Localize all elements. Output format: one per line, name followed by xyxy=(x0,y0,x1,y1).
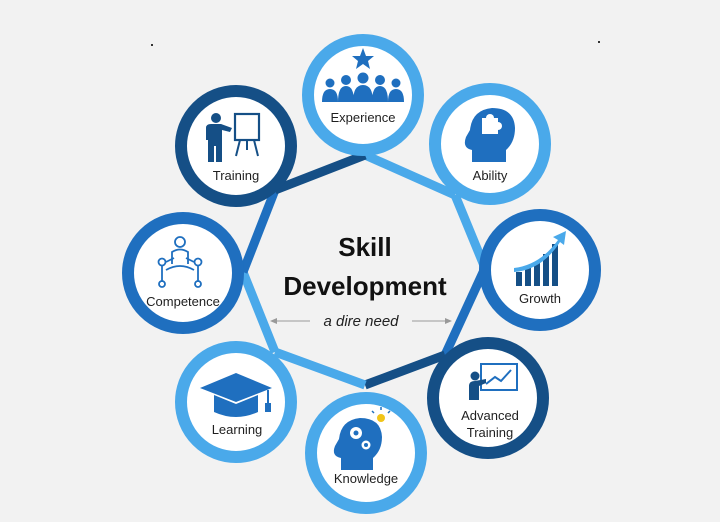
connector-training-experience xyxy=(273,150,367,195)
node-experience: Experience xyxy=(302,34,424,156)
stray-dot-left xyxy=(151,44,153,46)
node-learning: Learning xyxy=(175,341,297,463)
connector-growth-advanced xyxy=(440,266,490,357)
meditation-network-icon xyxy=(157,236,203,288)
label-knowledge: Knowledge xyxy=(334,471,398,486)
trainer-flipchart-icon xyxy=(206,112,261,162)
connector-knowledge-learning xyxy=(273,347,367,390)
label-growth: Growth xyxy=(519,291,561,306)
center-title-line1: Skill xyxy=(338,232,391,262)
label-experience: Experience xyxy=(330,110,395,125)
connector-experience-ability xyxy=(363,150,457,200)
node-growth: Growth xyxy=(479,209,601,331)
arrow-right-head xyxy=(445,318,452,324)
connector-learning-competence xyxy=(238,270,280,354)
growth-chart-icon xyxy=(514,231,566,286)
label-ability: Ability xyxy=(473,168,508,183)
arrow-left-head xyxy=(270,318,277,324)
node-training: Training xyxy=(175,85,297,207)
node-competence: Competence xyxy=(122,212,244,334)
puzzle-head-icon xyxy=(464,108,515,162)
presenter-board-icon xyxy=(469,363,518,400)
graduation-cap-icon xyxy=(200,373,272,417)
label-competence: Competence xyxy=(146,294,220,309)
node-ability: Ability xyxy=(429,83,551,205)
connector-advanced-knowledge xyxy=(363,350,447,390)
ring-competence xyxy=(122,212,244,334)
gear-head-icon xyxy=(333,407,391,470)
node-knowledge: Knowledge xyxy=(305,392,427,514)
label-advanced-training-line1: Advanced xyxy=(461,408,519,423)
connector-ability-growth xyxy=(450,193,490,270)
connector-ring xyxy=(238,150,490,390)
team-star-icon xyxy=(322,48,404,102)
connector-competence-training xyxy=(238,188,280,274)
label-learning: Learning xyxy=(212,422,263,437)
center-block: Skill Development a dire need xyxy=(270,232,452,330)
node-advanced-training: Advanced Training xyxy=(427,337,549,459)
center-title-line2: Development xyxy=(283,271,447,301)
ring-training xyxy=(175,85,297,207)
label-training: Training xyxy=(213,168,259,183)
stray-dot-right xyxy=(598,41,600,43)
center-subtitle: a dire need xyxy=(323,313,399,330)
label-advanced-training-line2: Training xyxy=(467,425,513,440)
